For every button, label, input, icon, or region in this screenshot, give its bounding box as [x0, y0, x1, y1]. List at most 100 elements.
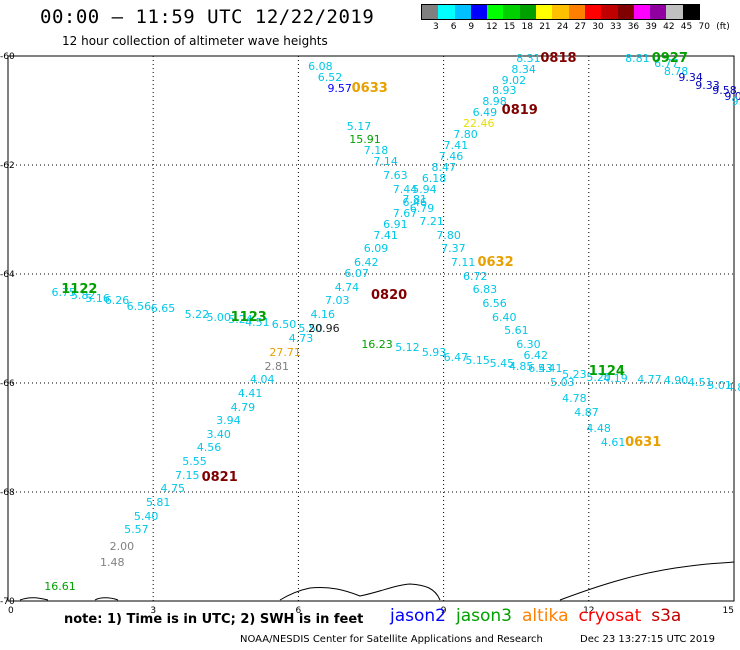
x-tick-label: 6: [296, 606, 302, 616]
satellite-legend: jason2 jason3 altika cryosat s3a: [390, 606, 691, 626]
wave-height-value: 4.78: [562, 392, 587, 406]
wave-height-value: 5.00: [206, 310, 231, 324]
wave-height-value: 3.40: [206, 427, 231, 441]
wave-height-value: 2.00: [109, 539, 135, 553]
color-swatch: [601, 5, 618, 19]
wave-height-value: 4.85: [508, 359, 534, 373]
legend-entry: jason2: [390, 606, 446, 626]
wave-height-value: 4.56: [196, 441, 222, 455]
color-scale-label: 24: [556, 22, 569, 32]
wave-height-value: 9.34: [678, 70, 703, 84]
wave-height-value: 7.67: [392, 207, 418, 221]
wave-height-value: 4.75: [160, 482, 185, 496]
antarctic-coastline: [19, 561, 735, 601]
wave-height-value: 5.22: [184, 307, 210, 321]
color-scale-bar: [421, 4, 701, 20]
color-swatch: [454, 5, 471, 19]
color-swatch: [666, 5, 683, 19]
wave-height-value: 5.01: [707, 378, 732, 392]
x-tick-label: 9: [441, 606, 447, 616]
wave-height-value: 4.51: [688, 376, 713, 389]
wave-height-value: 4.80: [726, 381, 740, 395]
map-title: 00:00 – 11:59 UTC 12/22/2019: [40, 6, 375, 28]
x-tick-label: 12: [583, 606, 594, 616]
wave-height-value: 4.41: [237, 386, 263, 400]
color-scale-label: 39: [645, 22, 657, 32]
wave-height-value: 5.15: [465, 354, 490, 368]
wave-height-value: 4.16: [310, 307, 336, 321]
wave-height-value: 6.65: [150, 302, 176, 316]
wave-height-value: 5.20: [586, 370, 611, 384]
axis-labels: 0 3 6 9 12 15 -60 -62 -64 -66 -68 -70: [0, 52, 734, 616]
wave-height-value: 5.81: [145, 495, 171, 509]
wave-height-value: 5.50: [298, 321, 323, 335]
wave-height-value: 7.37: [441, 242, 466, 256]
color-scale-label: 42: [663, 22, 675, 32]
wave-height-value: 4.61: [600, 435, 626, 449]
wave-height-value: 6.75: [51, 286, 77, 300]
wave-height-value: 5.24: [228, 313, 253, 327]
color-scale-label: 15: [503, 22, 516, 32]
wave-height-value: 6.47: [443, 351, 469, 365]
wave-height-value: 6.30: [516, 337, 541, 351]
color-scale-label: 27: [574, 22, 587, 32]
wave-height-value: 15.91: [349, 133, 381, 147]
color-scale-labels: 3 6 9 12 15 18 21 24 27 30 33 36 39 42 45 70 (ft): [421, 22, 740, 36]
wave-height-value: 9.06: [724, 89, 740, 103]
wave-height-value: 7.81: [402, 193, 427, 207]
y-tick-label: -64: [0, 270, 15, 280]
wave-height-value: 5.40: [133, 509, 159, 523]
color-scale-label: 30: [592, 22, 604, 32]
wave-height-value: 3.94: [216, 414, 241, 428]
wave-height-value: 5.03: [550, 376, 575, 389]
wave-height-value: 8.47: [431, 160, 457, 174]
wave-height-value: 7.41: [373, 228, 398, 242]
wave-height-value: 5.17: [346, 119, 372, 133]
wave-height-value: 7.11: [450, 256, 476, 270]
wave-height-value: 4.04: [250, 373, 275, 387]
x-tick-label: 3: [150, 606, 156, 616]
wave-height-value: 8.98: [482, 95, 507, 109]
map-subtitle: 12 hour collection of altimeter wave hei…: [62, 34, 328, 48]
pass-time-label: 0821: [201, 470, 238, 486]
wave-height-value: 6.72: [462, 269, 488, 283]
color-scale-label: 21: [539, 22, 551, 32]
color-swatch: [438, 5, 455, 19]
wave-height-value: 8.78: [663, 65, 689, 79]
wave-height-value: 6.50: [271, 317, 297, 331]
wave-height-value: 8.93: [492, 84, 517, 98]
wave-height-value: 4.77: [637, 373, 662, 387]
wave-height-value: 6.83: [472, 283, 498, 297]
wave-height-value: 1.48: [99, 555, 125, 569]
wave-height-value: 5.16: [85, 291, 110, 305]
generated-timestamp: Dec 23 13:27:15 UTC 2019: [580, 634, 715, 645]
wave-height-value: 5.41: [537, 362, 563, 376]
wave-height-value: 4.90: [663, 374, 689, 388]
color-swatch: [584, 5, 602, 19]
wave-height-value: 9.58: [712, 84, 737, 98]
wave-height-value: 7.21: [419, 215, 444, 229]
credit-line: NOAA/NESDIS Center for Satellite Applica…: [240, 634, 543, 645]
wave-height-value: 9.35: [731, 95, 740, 109]
wave-height-value: 6.42: [354, 256, 379, 270]
pass-time-label: 1124: [588, 364, 625, 380]
wave-height-value: 8.34: [511, 62, 536, 76]
color-swatch: [552, 5, 569, 19]
color-scale-label: 18: [521, 22, 533, 32]
color-scale-label: 36: [627, 22, 640, 32]
legend-entry: altika: [522, 606, 569, 626]
wave-height-value: 4.87: [574, 405, 599, 419]
wave-height-value: 7.18: [363, 144, 389, 158]
color-swatch: [568, 5, 585, 19]
wave-height-value: 6.08: [308, 59, 333, 73]
x-tick-label: 15: [723, 606, 734, 616]
wave-height-value: 7.63: [383, 168, 408, 182]
wave-height-value: 6.43: [528, 362, 553, 376]
x-tick-label: 0: [8, 606, 14, 616]
color-scale-label: 9: [468, 22, 475, 32]
color-swatch: [650, 5, 667, 19]
color-scale-label: 33: [610, 22, 622, 32]
wave-height-value: 6.79: [409, 201, 435, 215]
legend-entry: s3a: [651, 606, 682, 626]
wave-height-value: 5.57: [124, 523, 149, 537]
